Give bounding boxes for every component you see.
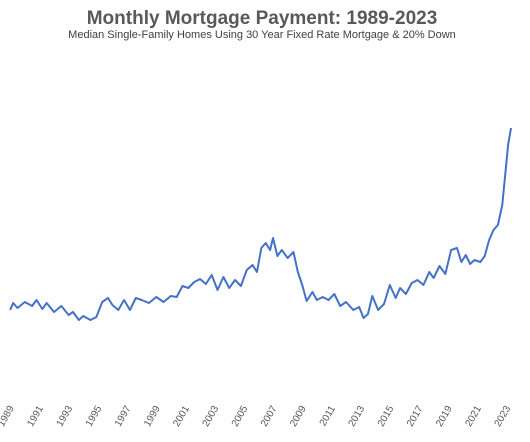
x-tick-label: 1993 [55,404,76,429]
x-tick-label: 2017 [405,404,426,429]
chart-title: Monthly Mortgage Payment: 1989-2023 [87,8,438,29]
x-tick-label: 2009 [288,404,309,429]
x-tick-label: 2007 [259,404,280,429]
x-tick-label: 2021 [463,404,484,429]
x-tick-label: 2015 [376,404,397,429]
x-tick-label: 2023 [493,404,514,429]
x-tick-label: 1989 [0,404,17,429]
x-tick-label: 1999 [142,404,163,429]
x-tick-label: 1997 [113,404,134,429]
x-tick-label: 2019 [434,404,455,429]
x-tick-label: 2005 [230,404,251,429]
x-tick-label: 2013 [347,404,368,429]
data-line [9,127,513,321]
x-tick-label: 2011 [318,404,338,429]
x-tick-label: 2001 [171,404,192,429]
x-tick-label: 2003 [201,404,222,429]
x-tick-label: 1995 [84,404,105,429]
x-tick-label: 1991 [25,404,46,429]
chart-subtitle: Median Single-Family Homes Using 30 Year… [68,29,456,41]
